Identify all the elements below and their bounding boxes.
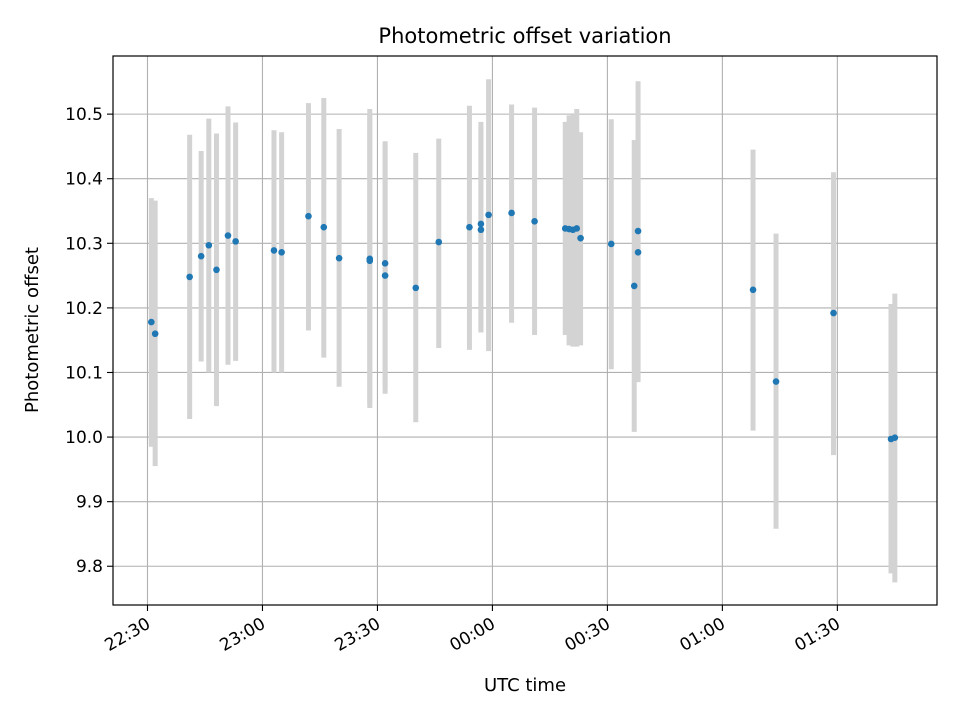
- data-point: [205, 241, 213, 249]
- data-point: [466, 223, 473, 231]
- data-point: [224, 232, 232, 239]
- y-tick-label: 9.9: [76, 493, 103, 513]
- data-point: [477, 220, 485, 228]
- data-point: [634, 249, 642, 256]
- y-tick-label: 10.2: [65, 299, 103, 319]
- y-tick-label: 9.8: [76, 557, 103, 577]
- y-axis: 9.8 9.9 10.0 10.1 10.2 10.3 10.4 10.5: [65, 105, 113, 577]
- data-point: [485, 211, 492, 219]
- data-point: [607, 240, 615, 248]
- chart-title: Photometric offset variation: [378, 24, 671, 48]
- x-tick-label: 23:30: [332, 614, 384, 656]
- data-point: [148, 318, 155, 326]
- data-point: [573, 225, 581, 232]
- data-point: [197, 252, 205, 260]
- data-points: [148, 209, 899, 443]
- x-tick-label: 23:00: [217, 614, 269, 656]
- y-tick-label: 10.4: [65, 170, 103, 190]
- x-axis-title: UTC time: [484, 675, 566, 696]
- data-point: [508, 209, 515, 217]
- data-point: [213, 266, 220, 274]
- data-point: [772, 378, 780, 385]
- data-point: [270, 247, 278, 254]
- plot-frame: [112, 55, 938, 606]
- y-tick-label: 10.1: [65, 363, 103, 383]
- x-tick-label: 00:30: [561, 614, 613, 656]
- data-point: [531, 218, 538, 225]
- data-point: [577, 234, 584, 242]
- data-point: [232, 238, 239, 245]
- data-point: [320, 223, 328, 231]
- data-point: [278, 249, 285, 256]
- data-point: [749, 286, 757, 294]
- x-tick-label: 00:00: [446, 614, 498, 656]
- data-point: [335, 254, 343, 262]
- data-point: [435, 238, 443, 246]
- data-point: [305, 212, 312, 220]
- data-point: [366, 257, 374, 265]
- data-point: [630, 282, 638, 290]
- x-axis: 22:30 23:00 23:30 00:00 00:30 01:00 01:30: [102, 605, 844, 656]
- data-point: [186, 273, 193, 281]
- data-point: [381, 272, 389, 279]
- grid: [113, 56, 937, 605]
- data-point: [381, 260, 389, 267]
- x-tick-label: 22:30: [102, 614, 154, 656]
- x-tick-label: 01:30: [791, 614, 843, 656]
- data-point: [891, 434, 899, 442]
- data-point: [634, 227, 642, 235]
- y-tick-label: 10.0: [65, 428, 103, 448]
- y-axis-title: Photometric offset: [22, 247, 43, 413]
- data-point: [830, 309, 837, 317]
- y-tick-label: 10.3: [65, 234, 103, 254]
- data-point: [412, 284, 420, 292]
- data-point: [477, 226, 485, 234]
- x-tick-label: 01:00: [676, 614, 728, 656]
- data-point: [151, 330, 159, 338]
- y-tick-label: 10.5: [65, 105, 103, 125]
